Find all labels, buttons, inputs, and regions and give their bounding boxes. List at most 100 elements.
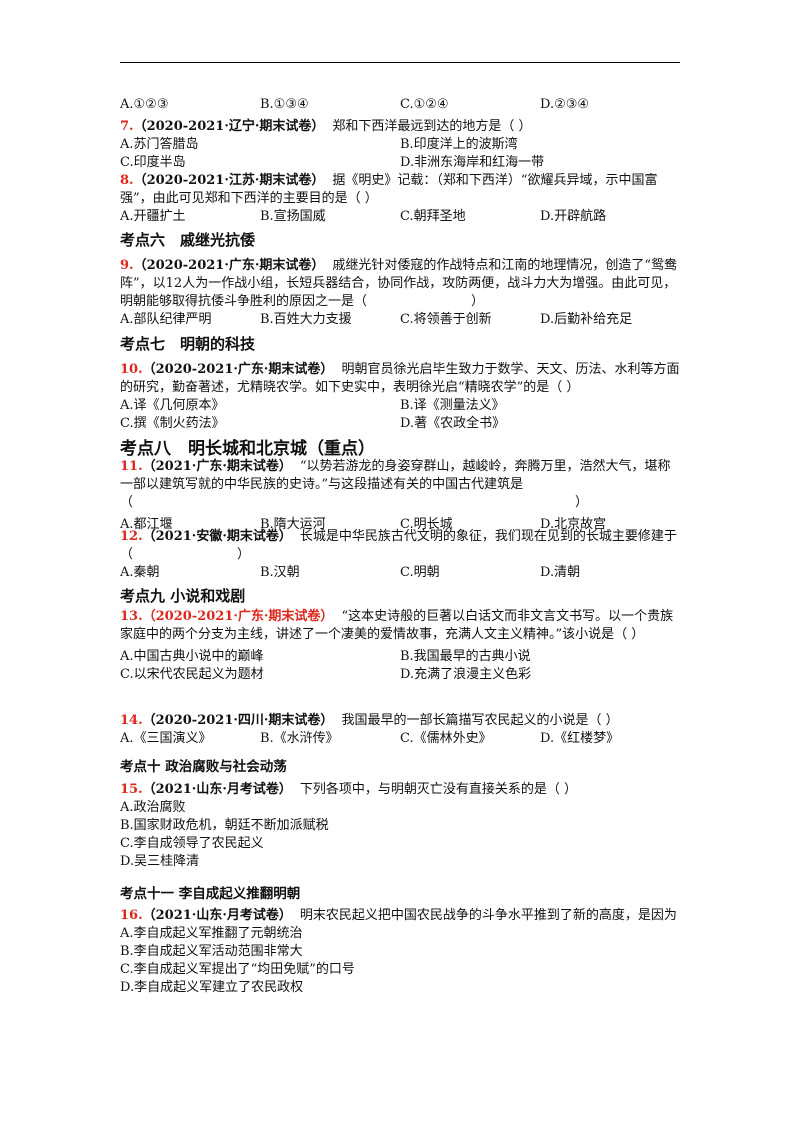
options: A.中国古典小说中的巅峰 B.我国最早的古典小说 C.以宋代农民起义为题材 D.充满了…: [120, 648, 680, 684]
stem-text: 郑和下西洋最远到达的地方是（ ）: [332, 119, 532, 134]
option: C.明长城: [400, 517, 453, 532]
option: C.李自成起义军提出了“均田免赋”的口号: [120, 962, 355, 977]
question-stem: 12.（2021·安徽·期末试卷） 长城是中华民族古代文明的象征，我们现在见到的长…: [120, 528, 680, 564]
option: A.译《几何原本》: [120, 398, 225, 413]
option: C.将领善于创新: [400, 312, 492, 327]
stem-text: 我国最早的一部长篇描写农民起义的小说是（ ）: [341, 713, 619, 728]
question: 12.（2021·安徽·期末试卷） 长城是中华民族古代文明的象征，我们现在见到的长…: [120, 528, 680, 582]
question: 15.（2021·山东·月考试卷） 下列各项中，与明朝灭亡没有直接关系的是（ ） A…: [120, 781, 680, 871]
option: C.李自成领导了农民起义: [120, 836, 264, 851]
option: D.充满了浪漫主义色彩: [400, 667, 532, 682]
option: B.汉朝: [260, 565, 300, 580]
question-source: （2020-2021·辽宁·期末试卷）: [133, 119, 325, 134]
options: A.秦朝 B.汉朝 C.明朝 D.清朝: [120, 564, 680, 582]
options: A.都江堰 B.隋大运河 C.明长城 D.北京故宫: [120, 516, 680, 534]
option: C.以宋代农民起义为题材: [120, 667, 264, 682]
question-source: （2021·山东·月考试卷）: [142, 908, 292, 923]
question-stem: 13.（2020-2021·广东·期末试卷） “这本史诗般的巨著以白话文而非文言文…: [120, 608, 680, 644]
option: D.开辟航路: [540, 209, 607, 224]
option: B.译《测量法义》: [400, 398, 505, 413]
question-number: 10.: [120, 362, 143, 377]
option: C.《儒林外史》: [400, 731, 492, 746]
stem-text: 下列各项中，与明朝灭亡没有直接关系的是（ ）: [299, 782, 577, 797]
option: B.国家财政危机，朝廷不断加派赋税: [120, 818, 329, 833]
option: B.《水浒传》: [260, 731, 339, 746]
question: 13.（2020-2021·广东·期末试卷） “这本史诗般的巨著以白话文而非文言文…: [120, 608, 680, 684]
section-heading: 考点十一 李自成起义推翻明朝: [120, 886, 301, 902]
stem-text: 明末农民起义把中国农民战争的斗争水平推到了新的高度，是因为: [299, 908, 677, 923]
question: 11.（2021·广东·期末试卷） “以势若游龙的身姿穿群山，越峻岭，奔腾万里，浩…: [120, 458, 680, 534]
question-number: 13.: [120, 609, 143, 624]
question-number: 16.: [120, 908, 143, 923]
question-source: （2020-2021·广东·期末试卷）: [133, 258, 325, 273]
question: 10.（2020-2021·广东·期末试卷） 明朝官员徐光启毕生致力于数学、天文、…: [120, 361, 680, 433]
question: 7.（2020-2021·辽宁·期末试卷） 郑和下西洋最远到达的地方是（ ） A.苏…: [120, 118, 680, 172]
option: C.撰《制火药法》: [120, 416, 225, 431]
stem-text: 戚继光针对倭寇的作战特点和江南的地理情况，创造了“鸳鸯阵”，以12人为一作战小组…: [120, 258, 678, 309]
question-number: 14.: [120, 713, 143, 728]
question-number: 7.: [120, 119, 134, 134]
question-source: （2021·山东·月考试卷）: [142, 782, 292, 797]
question-number: 15.: [120, 782, 143, 797]
option: D.②③④: [540, 97, 590, 112]
section-heading: 考点八 明长城和北京城（重点）: [120, 439, 375, 459]
option: D.李自成起义军建立了农民政权: [120, 980, 304, 995]
question-stem: 10.（2020-2021·广东·期末试卷） 明朝官员徐光启毕生致力于数学、天文、…: [120, 361, 680, 397]
options: A.①②③ B.①③④ C.①②④ D.②③④: [120, 96, 680, 114]
option: C.①②④: [400, 97, 449, 112]
option: D.后勤补给充足: [540, 312, 633, 327]
option: C.朝拜圣地: [400, 209, 466, 224]
option: B.印度洋上的波斯湾: [400, 137, 518, 152]
question-source: （2020-2021·广东·期末试卷）: [142, 609, 334, 624]
top-rule: [120, 62, 680, 63]
options: A.开疆扩土 B.宣扬国威 C.朝拜圣地 D.开辟航路: [120, 208, 680, 226]
question: 16.（2021·山东·月考试卷） 明末农民起义把中国农民战争的斗争水平推到了新的…: [120, 907, 680, 997]
option: A.部队纪律严明: [120, 312, 212, 327]
question-source: （2021·安徽·期末试卷）: [142, 529, 292, 544]
stem-text: 据《明史》记载：（郑和下西洋）“欲耀兵异域，示中国富强”，由此可见郑和下西洋的主…: [120, 173, 658, 206]
stem-text: “以势若游龙的身姿穿群山，越峻岭，奔腾万里，浩然大气，堪称一部以建筑写就的中华民…: [120, 459, 671, 510]
option: B.百姓大力支援: [260, 312, 352, 327]
option: C.印度半岛: [120, 155, 186, 170]
options: A.《三国演义》 B.《水浒传》 C.《儒林外史》 D.《红楼梦》: [120, 730, 680, 748]
option: A.苏门答腊岛: [120, 137, 199, 152]
stem-text: 长城是中华民族古代文明的象征，我们现在见到的长城主要修建于（ ）: [120, 529, 677, 562]
option: A.李自成起义军推翻了元朝统治: [120, 926, 303, 941]
options: A.政治腐败 B.国家财政危机，朝廷不断加派赋税 C.李自成领导了农民起义 D.吴三桂…: [120, 799, 680, 871]
option: B.宣扬国威: [260, 209, 326, 224]
question-source: （2020-2021·江苏·期末试卷）: [133, 173, 325, 188]
option: B.①③④: [260, 97, 309, 112]
option: A.都江堰: [120, 517, 173, 532]
option: A.《三国演义》: [120, 731, 212, 746]
question: 9.（2020-2021·广东·期末试卷） 戚继光针对倭寇的作战特点和江南的地理情…: [120, 257, 680, 329]
options: A.部队纪律严明 B.百姓大力支援 C.将领善于创新 D.后勤补给充足: [120, 311, 680, 329]
section-heading: 考点七 明朝的科技: [120, 335, 256, 353]
option: D.吴三桂降清: [120, 854, 200, 869]
question-number: 11.: [120, 459, 143, 474]
question: 14.（2020-2021·四川·期末试卷） 我国最早的一部长篇描写农民起义的小说…: [120, 712, 680, 748]
option: A.①②③: [120, 97, 169, 112]
question-stem: 7.（2020-2021·辽宁·期末试卷） 郑和下西洋最远到达的地方是（ ）: [120, 118, 680, 136]
section-heading: 考点六 戚继光抗倭: [120, 231, 256, 249]
question-number: 12.: [120, 529, 143, 544]
option: A.秦朝: [120, 565, 160, 580]
section-heading: 考点九 小说和戏剧: [120, 587, 246, 605]
question-stem: 11.（2021·广东·期末试卷） “以势若游龙的身姿穿群山，越峻岭，奔腾万里，浩…: [120, 458, 680, 512]
option: B.隋大运河: [260, 517, 326, 532]
option: B.李自成起义军活动范围非常大: [120, 944, 303, 959]
question-source: （2020-2021·四川·期末试卷）: [142, 713, 334, 728]
option: A.开疆扩土: [120, 209, 186, 224]
options: A.译《几何原本》 B.译《测量法义》 C.撰《制火药法》 D.著《农政全书》: [120, 397, 680, 433]
question-stem: 14.（2020-2021·四川·期末试卷） 我国最早的一部长篇描写农民起义的小说…: [120, 712, 680, 730]
continued-options: A.①②③ B.①③④ C.①②④ D.②③④: [120, 96, 680, 114]
question-stem: 15.（2021·山东·月考试卷） 下列各项中，与明朝灭亡没有直接关系的是（ ）: [120, 781, 680, 799]
question-stem: 8.（2020-2021·江苏·期末试卷） 据《明史》记载：（郑和下西洋）“欲耀兵…: [120, 172, 680, 208]
option: D.著《农政全书》: [400, 416, 506, 431]
option: B.我国最早的古典小说: [400, 649, 531, 664]
option: C.明朝: [400, 565, 440, 580]
stem-text: “这本史诗般的巨著以白话文而非文言文书写。以一个贵族家庭中的两个分支为主线，讲述…: [120, 609, 674, 642]
option: D.北京故宫: [540, 517, 607, 532]
question-number: 8.: [120, 173, 134, 188]
options: A.苏门答腊岛 B.印度洋上的波斯湾 C.印度半岛 D.非洲东海岸和红海一带: [120, 136, 680, 172]
question-stem: 16.（2021·山东·月考试卷） 明末农民起义把中国农民战争的斗争水平推到了新的…: [120, 907, 680, 925]
